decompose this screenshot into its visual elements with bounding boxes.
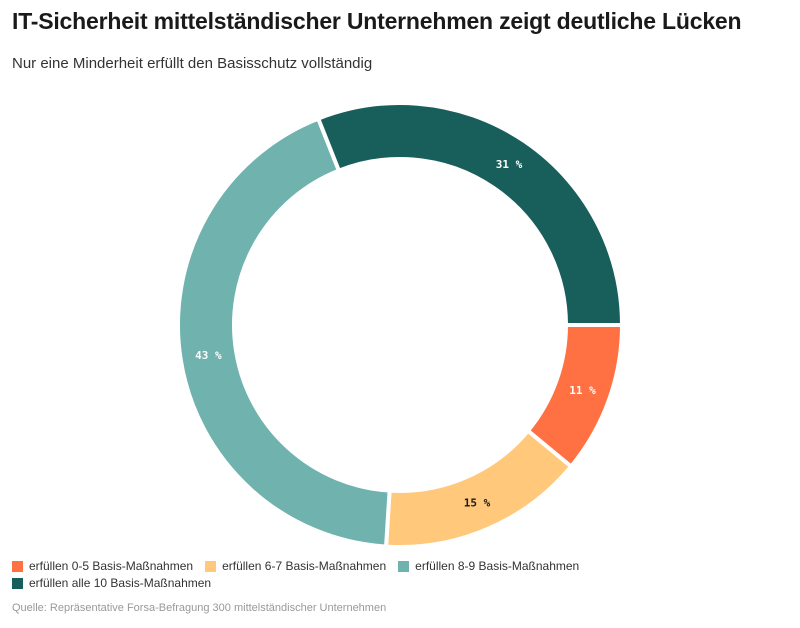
legend-item-0-5[interactable]: erfüllen 0-5 Basis-Maßnahmen — [12, 559, 193, 573]
slice-10[interactable] — [315, 101, 625, 327]
legend: erfüllen 0-5 Basis-Maßnahmen erfüllen 6-… — [12, 559, 712, 590]
legend-label-10: erfüllen alle 10 Basis-Maßnahmen — [29, 576, 212, 590]
legend-item-6-7[interactable]: erfüllen 6-7 Basis-Maßnahmen — [205, 559, 386, 573]
chart-subtitle: Nur eine Minderheit erfüllt den Basissch… — [12, 55, 373, 72]
slice-8-9[interactable] — [176, 115, 392, 549]
legend-swatch-6-7 — [205, 560, 217, 572]
source-note: Quelle: Repräsentative Forsa-Befragung 3… — [12, 602, 387, 614]
slice-label-6-7: 15 % — [464, 497, 491, 510]
legend-label-0-5: erfüllen 0-5 Basis-Maßnahmen — [29, 559, 194, 573]
slice-label-0-5: 11 % — [569, 384, 596, 397]
legend-label-6-7: erfüllen 6-7 Basis-Maßnahmen — [222, 559, 387, 573]
slice-label-8-9: 43 % — [195, 349, 222, 362]
slice-6-7[interactable] — [383, 427, 574, 549]
chart-title: IT-Sicherheit mittelständischer Unterneh… — [12, 8, 742, 34]
donut-chart: 11 % 15 % 43 % 31 % — [176, 101, 625, 549]
legend-swatch-8-9 — [398, 560, 410, 572]
legend-label-8-9: erfüllen 8-9 Basis-Maßnahmen — [415, 559, 580, 573]
legend-item-10[interactable]: erfüllen alle 10 Basis-Maßnahmen — [12, 576, 211, 590]
slice-label-10: 31 % — [496, 158, 523, 171]
legend-swatch-0-5 — [12, 560, 23, 572]
legend-swatch-10 — [12, 577, 23, 589]
legend-item-8-9[interactable]: erfüllen 8-9 Basis-Maßnahmen — [398, 559, 579, 573]
